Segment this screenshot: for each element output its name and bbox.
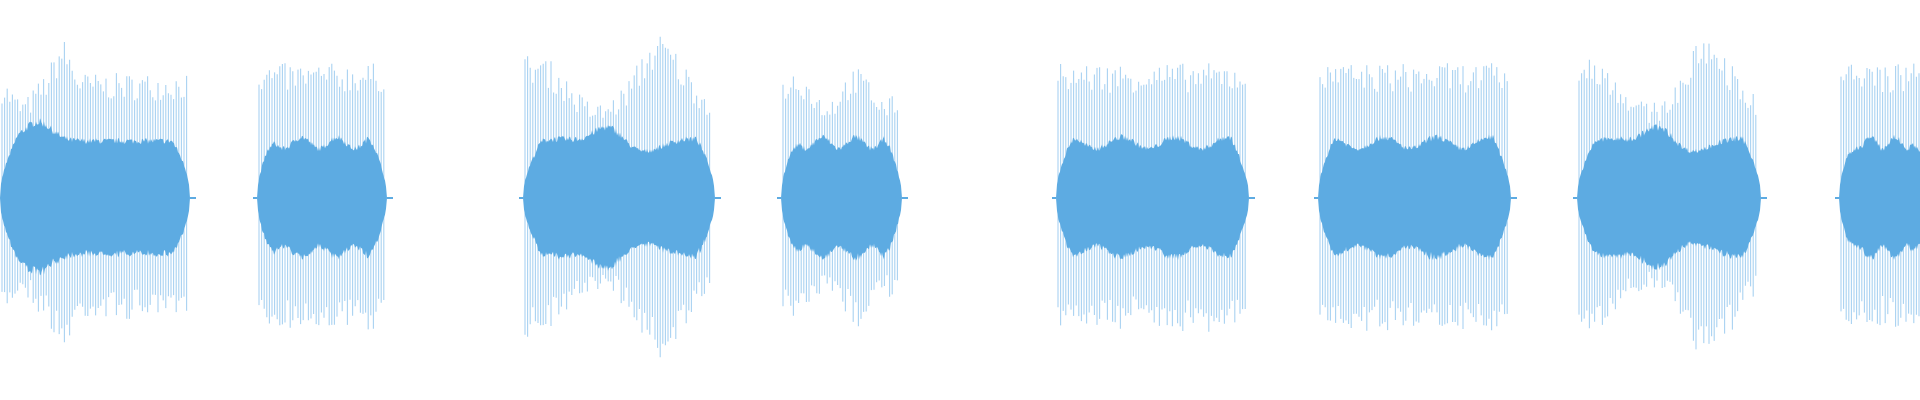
waveform-core [1318, 134, 1511, 261]
waveform-core [781, 134, 902, 261]
waveform-core [1577, 124, 1761, 271]
audio-clip [777, 69, 908, 327]
audio-clip [1835, 63, 1920, 327]
waveform-core [0, 118, 190, 276]
audio-clip [0, 42, 196, 343]
waveform-core [1839, 134, 1920, 260]
audio-clip [253, 63, 393, 330]
waveform-core [523, 125, 715, 271]
audio-clip [519, 36, 721, 358]
waveform-core [1056, 134, 1249, 260]
audio-clip [1052, 63, 1255, 332]
audio-clip [1314, 63, 1517, 331]
waveform-core [257, 135, 387, 260]
audio-clip [1573, 43, 1767, 350]
